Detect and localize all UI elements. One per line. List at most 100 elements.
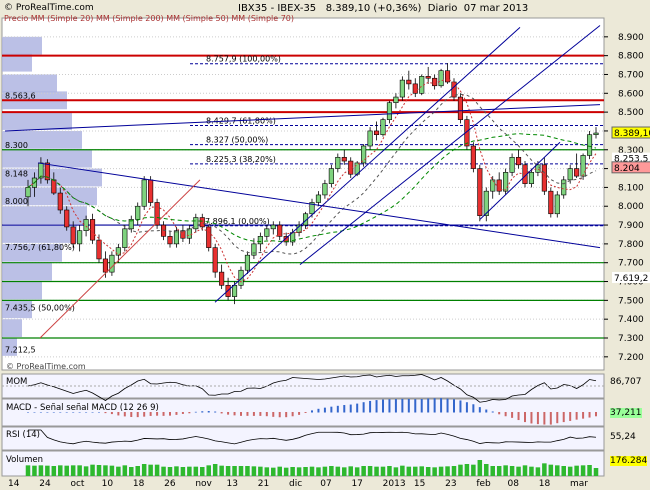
volume-bar: [141, 464, 147, 476]
volume-profile-bar: [2, 300, 32, 319]
y-tick-label: 7.800: [618, 240, 644, 250]
trend-line: [214, 27, 521, 303]
candle-body: [593, 132, 599, 136]
macd-bar: [233, 412, 236, 416]
macd-bar: [414, 399, 417, 413]
volume-bar: [271, 467, 276, 476]
macd-bar: [595, 412, 597, 417]
macd-bar: [569, 412, 572, 421]
volume-bar: [400, 465, 405, 476]
macd-bar: [407, 398, 410, 413]
candle-body: [199, 217, 205, 228]
volume-bar: [574, 465, 579, 476]
macd-bar: [201, 411, 204, 413]
candle-body: [270, 224, 276, 230]
macd-bar: [362, 402, 365, 413]
candle-body: [251, 243, 257, 256]
volume-bar: [413, 466, 418, 476]
price-box: [611, 161, 650, 174]
price-box-label: 8.204: [614, 164, 640, 174]
macd-bar: [291, 412, 294, 417]
candle-body: [135, 205, 141, 220]
candle-body: [341, 156, 347, 162]
candle-body: [122, 228, 128, 248]
macd-bar: [123, 412, 126, 417]
macd-bar: [220, 412, 223, 414]
volume-bar: [38, 465, 44, 476]
volume-profile-bar: [2, 243, 62, 262]
macd-bar: [427, 398, 430, 413]
volume-bar: [70, 465, 76, 476]
volume-bar: [225, 466, 231, 476]
volume-bar: [193, 466, 199, 476]
volume-bar: [232, 466, 237, 476]
candle-body: [167, 236, 173, 245]
volume-bar: [458, 464, 463, 476]
price-box-label: 7.619,2: [614, 274, 648, 284]
x-tick-label: oct: [70, 479, 84, 489]
y-tick-label: 7.700: [618, 259, 644, 269]
volume-bar: [406, 466, 412, 476]
candle-body: [219, 271, 225, 286]
fib-label: 8.225,3 (38,20%): [206, 155, 276, 164]
macd-bar: [156, 412, 159, 416]
macd-bar: [72, 412, 75, 413]
volume-bar: [206, 465, 211, 476]
candle-body: [328, 168, 334, 184]
macd-bar: [252, 412, 255, 416]
macd-bar: [491, 411, 494, 413]
candle-body: [580, 155, 586, 177]
macd-bar: [323, 407, 326, 413]
volume-bar: [477, 460, 483, 476]
volume-bar: [290, 467, 295, 476]
macd-bar: [465, 402, 468, 413]
price-box-label: 8.389,10: [614, 129, 650, 139]
price-box-label: 8.253,5: [614, 155, 648, 165]
trend-line-red: [39, 179, 201, 339]
candle-body: [496, 179, 502, 192]
volume-bar: [490, 466, 495, 476]
trend-line-short: [479, 141, 561, 220]
y-tick-label: 8.500: [618, 108, 644, 118]
fib-label: 8.327 (50,00%): [206, 136, 268, 145]
candle-body: [309, 202, 315, 215]
volume-bar: [335, 466, 341, 476]
x-tick-label: 21: [258, 479, 269, 489]
fib-label: 8.757,9 (100,00%): [206, 55, 281, 64]
volume-bar: [212, 464, 218, 476]
volume-profile-bar: [2, 74, 57, 93]
candle-body: [490, 179, 496, 192]
candle-body: [25, 187, 31, 198]
volume-label-text: Volumen: [6, 455, 44, 465]
x-tick-label: 17: [351, 479, 362, 489]
macd-bar: [498, 412, 501, 415]
volume-bar: [438, 466, 444, 476]
macd-label: MACD - Señal señal MACD (12 26 9): [6, 403, 159, 413]
macd-bar: [356, 403, 359, 413]
macd-bar: [85, 412, 88, 413]
candle-body: [561, 179, 567, 196]
mom-line: [27, 374, 597, 403]
watermark-text: © ProRealTime.com: [6, 362, 86, 371]
y-tick-label: 8.000: [618, 202, 644, 212]
volume-bar: [58, 465, 63, 476]
candle-body: [554, 194, 560, 215]
candle-body: [277, 224, 283, 237]
volume-bar: [419, 466, 424, 476]
candle-body: [302, 213, 309, 226]
candle-body: [231, 284, 238, 297]
macd-bar: [575, 412, 578, 420]
watermark-top: © ProRealTime.com: [4, 3, 94, 13]
candle-body: [206, 226, 212, 248]
volume-profile-bar: [2, 338, 17, 356]
candle-body: [238, 269, 244, 286]
trend-line: [37, 162, 601, 249]
macd-bar: [104, 412, 107, 414]
x-tick-label: 15: [414, 479, 425, 489]
macd-bar: [285, 412, 288, 418]
volume-bar: [296, 467, 302, 476]
volume-bar: [64, 465, 69, 476]
macd-bar: [169, 412, 171, 416]
left-level-label: 7.435,5 (50,00%): [5, 304, 75, 313]
candle-body: [335, 156, 341, 169]
